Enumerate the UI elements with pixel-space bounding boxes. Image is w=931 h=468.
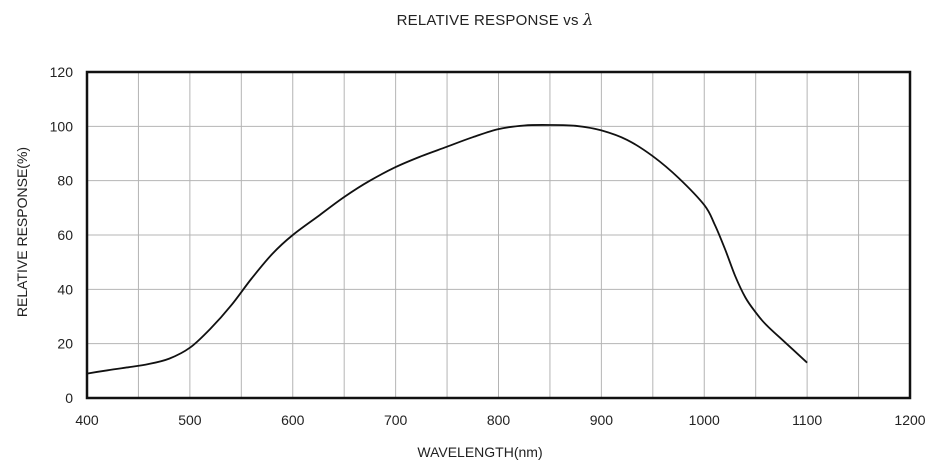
x-tick-label: 700 (384, 412, 408, 428)
x-tick-label: 900 (590, 412, 614, 428)
plot-frame (85, 70, 912, 400)
y-tick-label: 20 (57, 336, 73, 352)
y-tick-label: 100 (50, 118, 74, 134)
chart-title: RELATIVE RESPONSE vs λ (330, 10, 660, 29)
x-tick-label: 500 (178, 412, 202, 428)
chart-title-text: RELATIVE RESPONSE vs (396, 12, 579, 29)
x-tick-label: 1000 (689, 412, 720, 428)
x-axis-label: WAVELENGTH(nm) (417, 444, 543, 460)
y-axis-label: RELATIVE RESPONSE(%) (14, 146, 30, 318)
y-tick-label: 60 (57, 227, 73, 243)
x-tick-label: 800 (487, 412, 511, 428)
y-tick-label: 120 (50, 64, 74, 80)
x-tick-label: 1200 (894, 412, 925, 428)
y-tick-label: 40 (57, 281, 73, 297)
y-tick-label: 80 (57, 173, 73, 189)
x-tick-label: 400 (75, 412, 99, 428)
response-curve (86, 124, 808, 375)
y-tick-label: 0 (65, 390, 73, 406)
x-tick-label: 1100 (792, 412, 822, 428)
x-tick-label: 600 (281, 412, 305, 428)
lambda-symbol: λ (583, 10, 594, 29)
